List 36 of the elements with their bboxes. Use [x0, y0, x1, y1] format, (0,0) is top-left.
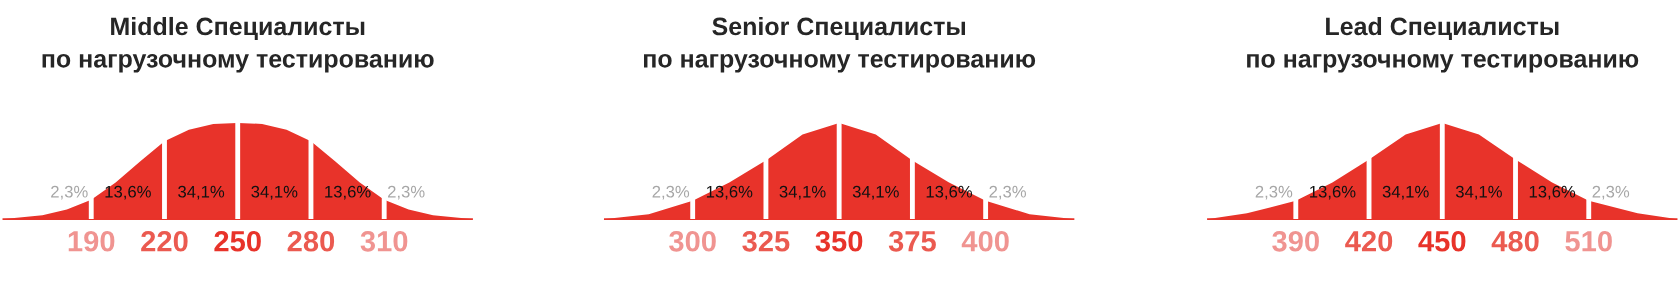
chart-title: Middle Специалисты по нагрузочному тестированию — [42, 16, 434, 73]
annotation: 2,3% — [51, 185, 88, 200]
annotation: 13,6% — [1310, 185, 1356, 200]
x-tick-label: 220 — [141, 230, 188, 252]
annotation: 13,6% — [105, 185, 151, 200]
annotation: 2,3% — [388, 185, 425, 200]
x-tick-label: 250 — [214, 230, 261, 252]
x-tick-label: 310 — [360, 230, 408, 252]
x-tick-label: 350 — [815, 230, 863, 252]
x-tick-label: 450 — [1418, 230, 1466, 252]
x-tick-label: 480 — [1491, 230, 1539, 252]
x-tick-label: 325 — [742, 230, 790, 252]
annotation: 13,6% — [325, 185, 371, 200]
chart-title: Senior Специалисты по нагрузочному тестированию — [644, 16, 1036, 73]
annotation: 34,1% — [1455, 185, 1502, 200]
annotation: 2,3% — [1592, 185, 1630, 200]
annotation: 34,1% — [852, 185, 899, 200]
annotation: 13,6% — [706, 185, 753, 200]
annotation: 34,1% — [779, 185, 826, 200]
annotation: 2,3% — [1255, 185, 1293, 200]
x-tick-label: 510 — [1565, 230, 1612, 252]
x-tick-label: 300 — [669, 230, 716, 252]
annotation: 34,1% — [1382, 185, 1429, 200]
x-tick-label: 400 — [961, 230, 1009, 252]
annotation: 34,1% — [178, 185, 225, 200]
x-tick-label: 375 — [888, 230, 936, 252]
chart-title: Lead Специалисты по нагрузочному тестированию — [1247, 16, 1639, 73]
x-tick-label: 390 — [1272, 230, 1319, 252]
annotation: 2,3% — [652, 185, 690, 200]
annotation: 13,6% — [1529, 185, 1576, 200]
x-tick-label: 280 — [287, 230, 335, 252]
x-tick-label: 190 — [68, 230, 115, 252]
annotation: 13,6% — [926, 185, 973, 200]
annotation: 2,3% — [989, 185, 1027, 200]
annotation: 34,1% — [251, 185, 298, 200]
x-tick-label: 420 — [1345, 230, 1393, 252]
